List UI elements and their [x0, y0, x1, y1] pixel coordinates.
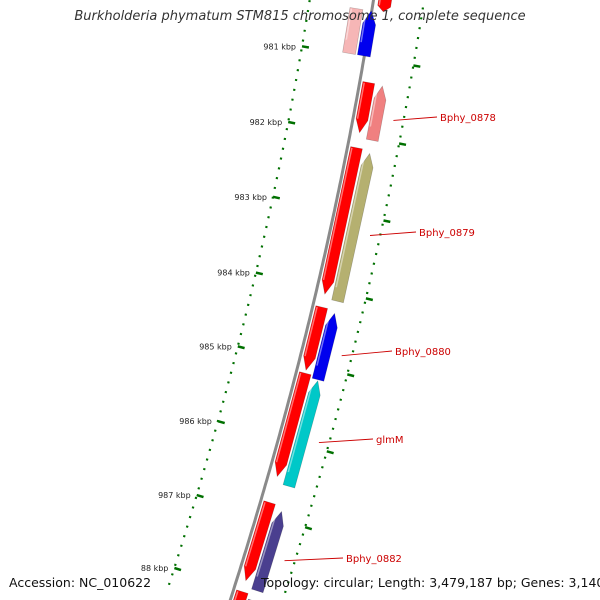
callout-bphy-0878[interactable]: Bphy_0878	[440, 113, 496, 124]
gene-feature-bphy-0878-highlight	[369, 86, 379, 127]
cds-feature-pink-faint[interactable]	[342, 7, 364, 55]
inner-scale-dots	[166, 0, 311, 591]
cds-feature-red-highlight	[304, 306, 318, 357]
cds-feature-red[interactable]	[321, 146, 363, 295]
scale-tick-label: 983 kbp	[234, 193, 267, 202]
gene-feature-bphy-0879-highlight	[335, 153, 366, 288]
backbone-line	[228, 0, 376, 600]
callout-line	[393, 116, 438, 121]
scale-tick-label: 981 kbp	[263, 42, 296, 51]
cds-feature-red-highlight	[234, 591, 239, 600]
gene-feature-bphy-0882[interactable]	[251, 510, 284, 594]
outer-scale-tick	[413, 64, 421, 68]
callout-line	[341, 350, 393, 357]
outer-scale-tick	[383, 219, 391, 224]
outer-scale-tick	[304, 526, 313, 531]
scale-tick	[217, 419, 226, 425]
scale-tick-label: 982 kbp	[250, 118, 283, 127]
cds-feature-red[interactable]	[274, 371, 312, 478]
scale-tick-label: 984 kbp	[217, 269, 250, 278]
scale-tick	[287, 120, 296, 125]
scale-tick	[196, 493, 204, 499]
callout-bphy-0880[interactable]: Bphy_0880	[395, 347, 451, 358]
gene-feature-bphy-0880[interactable]	[311, 312, 338, 382]
outer-scale-tick	[365, 297, 374, 302]
cds-feature-red[interactable]	[230, 589, 249, 600]
outer-scale-tick	[346, 373, 355, 378]
cds-feature-red[interactable]	[243, 500, 276, 582]
scale-tick	[272, 195, 281, 200]
accession-text: Accession: NC_010622	[9, 575, 152, 590]
cds-feature-red-highlight	[244, 502, 266, 567]
callout-bphy-0882[interactable]: Bphy_0882	[346, 554, 402, 565]
outer-scale-tick	[326, 450, 334, 455]
cds-feature-red[interactable]	[377, 0, 393, 13]
callout-line	[284, 557, 344, 562]
outer-scale-tick	[398, 142, 407, 147]
scale-tick	[237, 345, 245, 350]
gene-feature-glmm-highlight	[287, 380, 314, 473]
scale-tick-label: 88 kbp	[141, 564, 169, 573]
gene-feature-bphy-0879[interactable]	[331, 152, 374, 304]
scale-tick-label: 986 kbp	[179, 417, 212, 426]
outer-scale-dots	[281, 0, 426, 600]
cds-feature-blue[interactable]	[357, 10, 376, 58]
gene-feature-bphy-0878[interactable]	[365, 85, 387, 142]
cds-feature-red[interactable]	[355, 81, 376, 134]
scale-tick-label: 987 kbp	[158, 491, 191, 500]
scale-tick	[174, 566, 182, 572]
callout-glmm[interactable]: glmM	[376, 435, 404, 446]
scale-tick	[255, 271, 264, 276]
callout-bphy-0879[interactable]: Bphy_0879	[419, 228, 475, 239]
cds-feature-red-highlight	[378, 0, 381, 6]
genome-summary-text: Topology: circular; Length: 3,479,187 bp…	[261, 575, 600, 590]
cds-feature-pink-faint-highlight	[345, 8, 353, 40]
cds-feature-red-highlight	[275, 372, 302, 463]
scale-tick	[301, 45, 310, 49]
gene-feature-bphy-0880-highlight	[316, 313, 331, 366]
cds-feature-red-highlight	[356, 82, 365, 119]
callout-line	[369, 231, 417, 236]
callout-line	[318, 438, 374, 444]
map-title: Burkholderia phymatum STM815 chromosome …	[74, 9, 526, 24]
cds-feature-red[interactable]	[303, 305, 328, 371]
scale-tick-label: 985 kbp	[199, 342, 232, 351]
cds-feature-blue-highlight	[360, 10, 367, 43]
gene-feature-bphy-0882-highlight	[256, 510, 278, 577]
gene-feature-glmm[interactable]	[282, 380, 321, 489]
cds-feature-red-highlight	[322, 147, 353, 281]
